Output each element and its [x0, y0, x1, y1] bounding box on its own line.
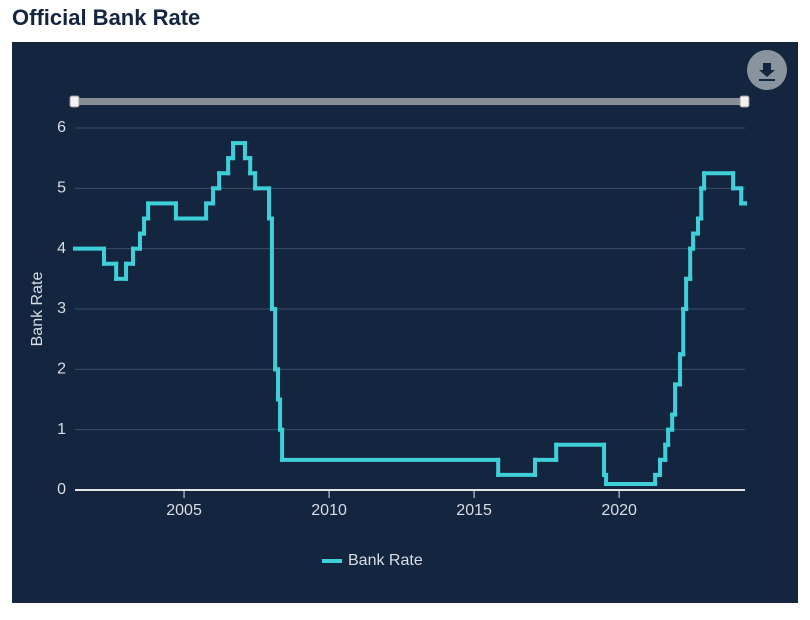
- end-point: [743, 201, 747, 206]
- y-axis-title: Bank Rate: [29, 272, 46, 347]
- chart-background: [12, 42, 798, 603]
- x-tick-label: 2010: [311, 502, 347, 519]
- legend-label[interactable]: Bank Rate: [348, 552, 423, 569]
- range-handle[interactable]: [739, 95, 750, 108]
- x-tick-label: 2005: [166, 502, 202, 519]
- y-tick-label: 0: [57, 481, 66, 498]
- range-handle[interactable]: [69, 95, 80, 108]
- download-icon: [759, 63, 775, 81]
- y-tick-label: 6: [57, 119, 66, 136]
- y-tick-label: 2: [57, 361, 66, 378]
- x-tick-label: 2020: [601, 502, 637, 519]
- range-slider[interactable]: [75, 98, 745, 105]
- chart-title: Official Bank Rate: [12, 5, 200, 30]
- x-tick-label: 2015: [456, 502, 492, 519]
- y-tick-label: 4: [57, 240, 66, 257]
- y-tick-label: 1: [57, 421, 66, 438]
- y-tick-label: 5: [57, 180, 66, 197]
- y-tick-label: 3: [57, 300, 66, 317]
